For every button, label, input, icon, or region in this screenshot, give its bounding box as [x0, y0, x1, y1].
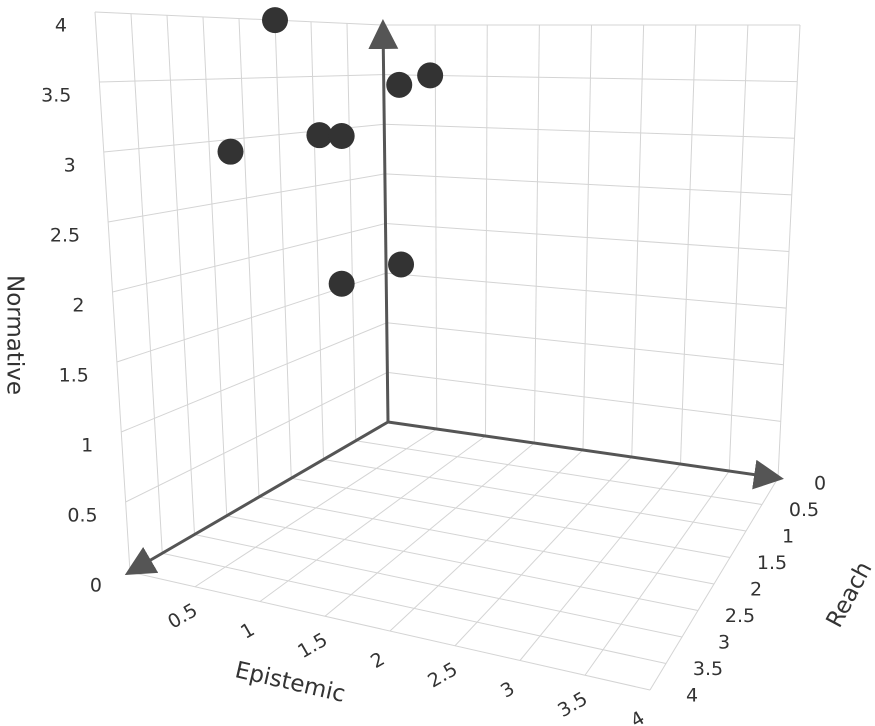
axis-arrow [387, 420, 784, 490]
z-tick-label: 4 [55, 15, 67, 37]
z-tick-label: 1 [81, 435, 93, 457]
y-tick-label: 4 [686, 685, 698, 707]
x-axis-title: Epistemic [233, 657, 348, 708]
x-tick-label: 2.5 [424, 658, 461, 692]
z-tick-label: 3.5 [41, 85, 71, 107]
x-tick-label: 3 [497, 678, 518, 703]
grid-line [125, 371, 388, 503]
grid-line [387, 371, 781, 422]
y-axis-title: Reach [822, 558, 875, 632]
z-tick-label: 2.5 [50, 225, 80, 247]
x-tick-label: 3.5 [554, 688, 591, 722]
z-tick-label: 0 [90, 575, 102, 597]
x-tick-label: 0.5 [164, 599, 201, 633]
point [262, 7, 288, 34]
z-tick-label: 3 [64, 155, 76, 177]
points [217, 7, 444, 297]
point [386, 71, 413, 98]
y-tick-label: 3 [718, 632, 730, 654]
y-tick-label: 1 [782, 526, 794, 548]
point [217, 138, 244, 165]
point [328, 122, 355, 149]
grid-line [258, 496, 715, 585]
grid-line [94, 11, 384, 26]
grid-line [112, 223, 386, 293]
grid-line [194, 534, 683, 638]
y-tick-label: 3.5 [693, 658, 723, 680]
grid-line [384, 173, 792, 196]
z-tick-label: 0.5 [67, 505, 97, 527]
grid-line [386, 272, 787, 309]
y-tick-label: 0.5 [789, 499, 819, 521]
grid-line [384, 123, 795, 139]
grid [94, 11, 801, 691]
grid-line [355, 440, 763, 505]
grid-line [226, 515, 699, 611]
grid-line [383, 74, 798, 83]
x-tick-label: 1 [237, 619, 258, 644]
point [417, 62, 444, 89]
grid-line [108, 173, 385, 223]
point [388, 251, 415, 278]
x-tick-label: 4 [627, 707, 648, 726]
grid-line [121, 322, 387, 433]
grid-line [129, 571, 651, 691]
y-tick-label: 2 [750, 579, 762, 601]
axis-arrow [124, 420, 389, 576]
point [306, 122, 333, 149]
z-axis-title: Normative [2, 275, 28, 395]
grid-line [385, 223, 790, 252]
z-tick-label: 2 [72, 295, 84, 317]
point [328, 270, 355, 297]
grid-line [386, 322, 784, 366]
x-tick-label: 2 [367, 648, 388, 673]
axis-arrow [368, 19, 399, 423]
grid-line [99, 74, 384, 83]
grid-line [291, 477, 731, 558]
axes [124, 19, 784, 576]
y-tick-label: 2.5 [725, 605, 755, 627]
y-tick-label: 1.5 [757, 552, 787, 574]
grid-line [162, 552, 667, 664]
grid-line [323, 459, 747, 532]
y-tick-label: 0 [814, 473, 826, 495]
x-tick-label: 1.5 [294, 629, 331, 663]
z-tick-label: 1.5 [59, 365, 89, 387]
